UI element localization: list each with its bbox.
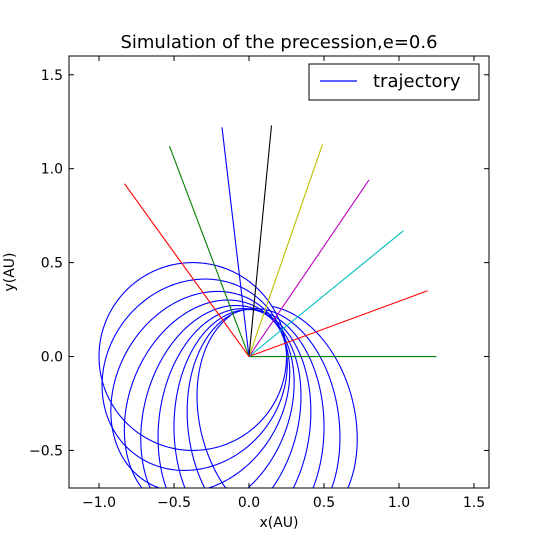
y-tick-label: 0.5 xyxy=(41,256,63,272)
legend: trajectory xyxy=(308,63,480,101)
x-tick-label: 1.5 xyxy=(463,495,485,511)
legend-entry-label: trajectory xyxy=(373,71,461,92)
plot-frame xyxy=(68,55,490,489)
x-axis-label: x(AU) xyxy=(259,515,298,531)
x-tick-label: 1.0 xyxy=(388,495,410,511)
apsis-line-9 xyxy=(124,183,250,357)
trajectory-orbit-8 xyxy=(186,308,341,488)
apsis-line-8 xyxy=(168,145,250,357)
trajectory-orbit-2 xyxy=(101,278,288,471)
axis-ticks: −1.0 −0.5 0.0 0.5 1.0 1.5 −0.5 0.0 0.5 1.0 1.5 xyxy=(29,56,489,511)
apsis-line-6 xyxy=(248,125,273,357)
y-tick-label: 0.0 xyxy=(41,350,63,366)
trajectory-orbit-6 xyxy=(157,308,312,488)
apsis-line-7 xyxy=(221,127,250,357)
y-tick-label: 1.5 xyxy=(41,68,63,84)
apsis-line-5 xyxy=(248,144,324,357)
apsis-line-4 xyxy=(248,179,370,357)
y-tick-label: 1.0 xyxy=(41,162,63,178)
plot-area xyxy=(98,125,437,488)
apsis-line-3 xyxy=(248,230,404,357)
trajectory-orbit-4 xyxy=(123,299,295,488)
trajectory-orbit-3 xyxy=(110,290,291,488)
trajectory-orbit-9 xyxy=(196,305,358,488)
y-axis-label: y(AU) xyxy=(2,252,18,291)
y-tick-label: −0.5 xyxy=(29,443,63,459)
x-tick-label: −0.5 xyxy=(157,495,191,511)
x-tick-label: 0.5 xyxy=(313,495,335,511)
trajectory-orbit-7 xyxy=(173,309,325,488)
chart-title: Simulation of the precession,e=0.6 xyxy=(120,32,437,53)
x-tick-label: 0.0 xyxy=(238,495,260,511)
legend-box xyxy=(308,63,480,101)
apsis-line-2 xyxy=(248,290,428,358)
x-tick-label: −1.0 xyxy=(82,495,116,511)
